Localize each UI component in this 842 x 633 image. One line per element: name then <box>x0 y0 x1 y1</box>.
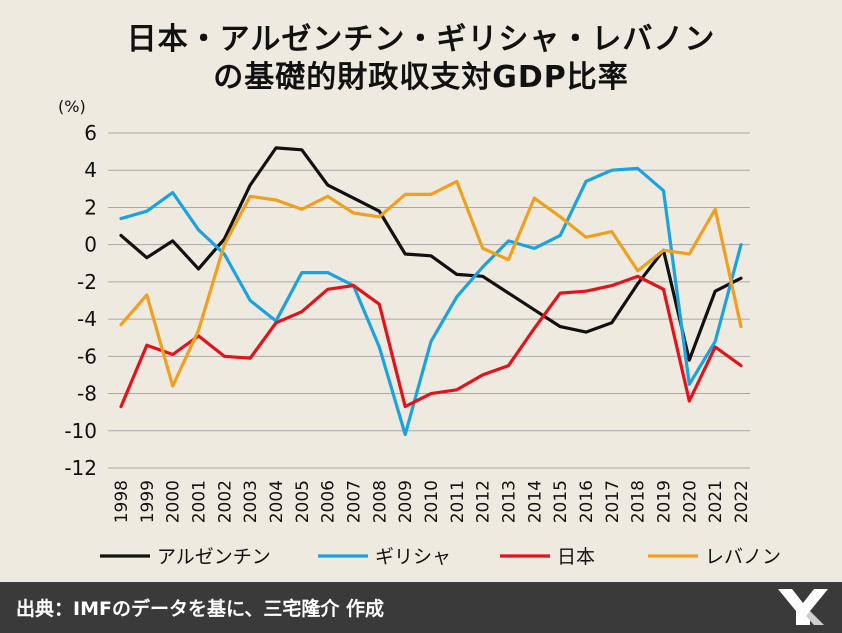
series-line <box>119 179 743 388</box>
x-tick-label: 2003 <box>241 480 261 523</box>
x-tick-label: 2007 <box>345 480 365 523</box>
source-footer: 出典：IMFのデータを基に、三宅隆介 作成 <box>0 582 842 633</box>
x-tick-label: 2004 <box>267 480 287 523</box>
y-tick-label: -10 <box>64 419 97 443</box>
x-tick-label: 2006 <box>319 480 339 523</box>
x-tick-label: 2020 <box>680 480 700 523</box>
x-tick-label: 2022 <box>732 480 752 523</box>
x-tick-label: 1998 <box>112 480 132 523</box>
legend-label: アルゼンチン <box>157 546 271 568</box>
x-tick-label: 2000 <box>164 480 184 523</box>
y-tick-label: 4 <box>84 158 97 182</box>
source-text: 出典：IMFのデータを基に、三宅隆介 作成 <box>16 598 385 620</box>
x-tick-label: 2009 <box>396 480 416 523</box>
y-tick-label: -4 <box>77 307 97 331</box>
publisher-logo-icon <box>778 589 828 625</box>
y-tick-label: -12 <box>64 456 97 480</box>
legend-label: レバノン <box>705 546 781 568</box>
y-tick-label: 2 <box>84 195 97 219</box>
x-tick-label: 2019 <box>655 480 675 523</box>
x-tick-label: 2011 <box>448 480 468 523</box>
legend-label: ギリシャ <box>375 546 451 568</box>
x-tick-label: 2017 <box>603 480 623 523</box>
x-tick-label: 2021 <box>706 480 726 523</box>
x-tick-label: 1999 <box>138 480 158 523</box>
x-tick-label: 2001 <box>190 480 210 523</box>
y-tick-label: -2 <box>77 270 97 294</box>
x-tick-label: 2018 <box>629 480 649 523</box>
chart-title-line1: 日本・アルゼンチン・ギリシャ・レバノン <box>126 22 716 57</box>
y-tick-label: 6 <box>84 121 97 145</box>
x-tick-label: 2013 <box>500 480 520 523</box>
series-line <box>119 166 743 437</box>
y-tick-label: -6 <box>77 344 97 368</box>
y-axis-unit-label: (%) <box>58 97 86 116</box>
legend-label: 日本 <box>557 546 595 568</box>
y-tick-label: 0 <box>84 233 97 257</box>
x-tick-label: 2015 <box>551 480 571 523</box>
series-line <box>119 274 743 409</box>
x-tick-label: 2014 <box>525 480 545 523</box>
x-tick-label: 2008 <box>370 480 390 523</box>
y-tick-label: -8 <box>77 382 97 406</box>
x-tick-label: 2002 <box>215 480 235 523</box>
x-tick-label: 2010 <box>422 480 442 523</box>
x-tick-label: 2005 <box>293 480 313 523</box>
x-tick-label: 2012 <box>474 480 494 523</box>
x-tick-label: 2016 <box>577 480 597 523</box>
series-line <box>119 146 743 362</box>
chart-title-line2: の基礎的財政収支対GDP比率 <box>213 60 629 95</box>
